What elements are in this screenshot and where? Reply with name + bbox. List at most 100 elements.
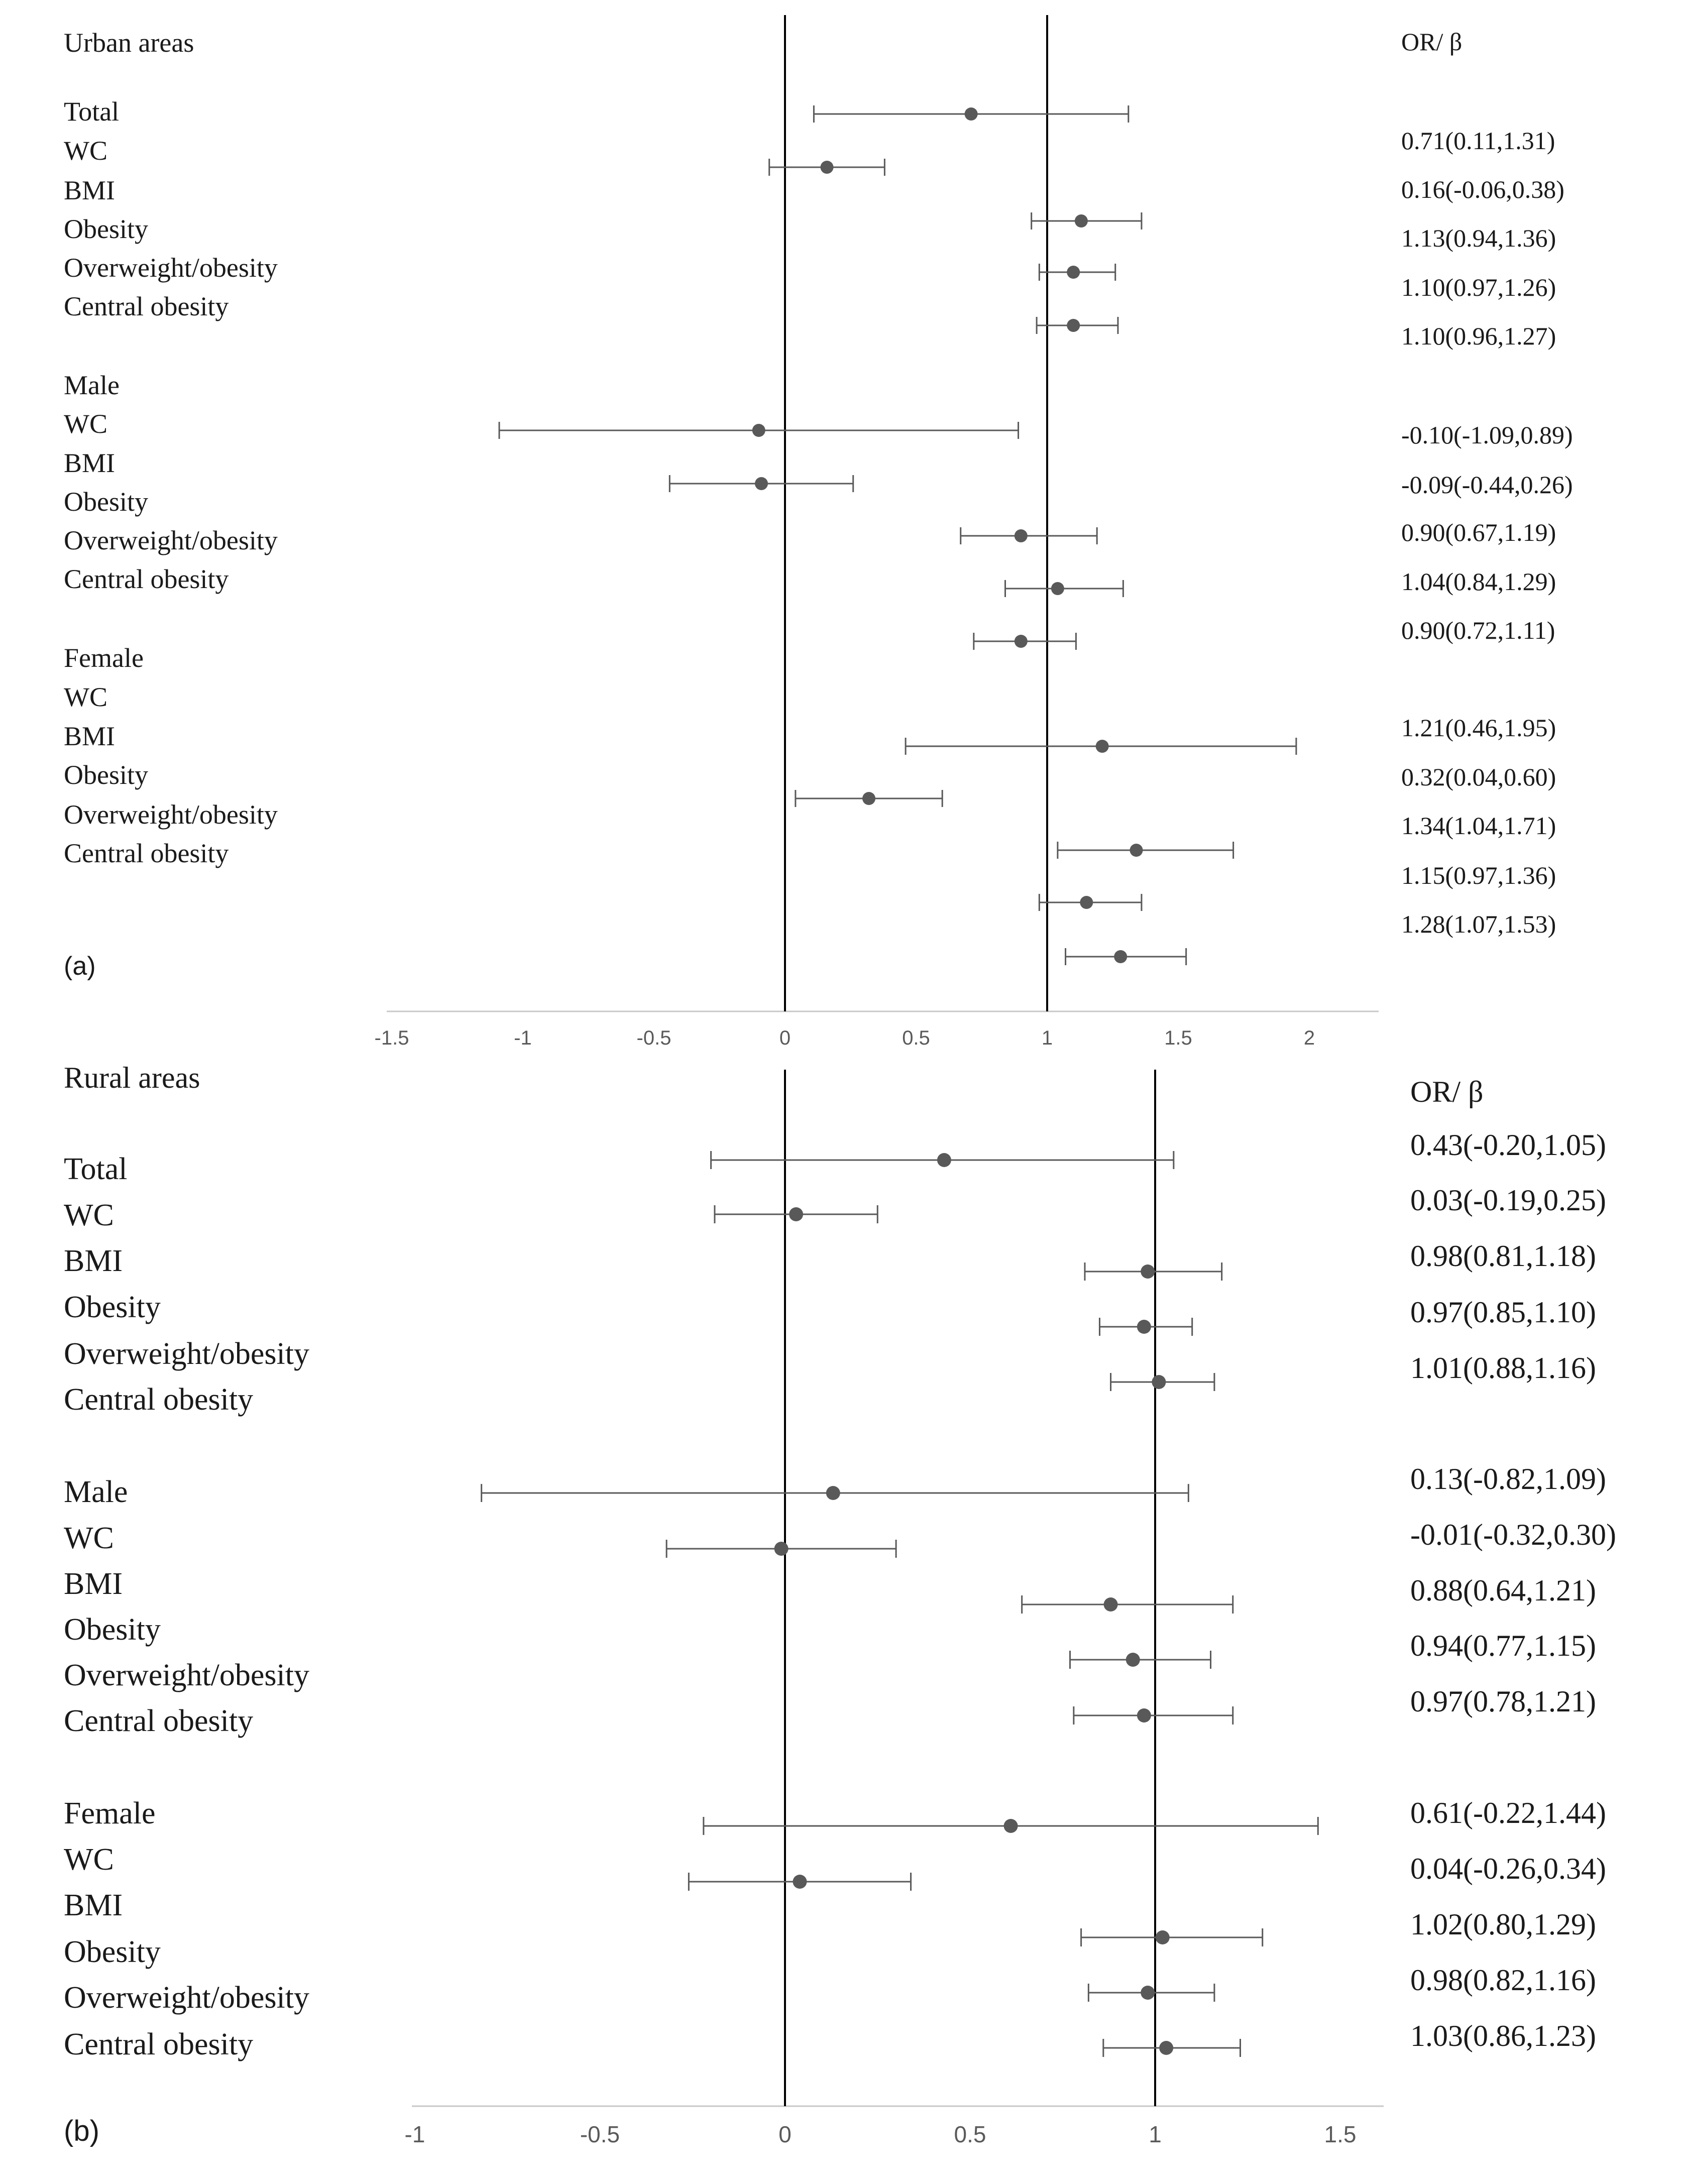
row-label: Male [64,370,120,400]
value-label: 0.97(0.85,1.10) [1410,1296,1596,1329]
estimate-point [1155,1930,1170,1944]
row-label: Overweight/obesity [64,1337,309,1371]
estimate-point [820,161,834,174]
row-label: Central obesity [64,838,229,868]
row-label: Obesity [64,1613,161,1647]
estimate-point [755,477,768,490]
x-tick-label: 1 [1042,1027,1053,1049]
row-label: WC [64,1843,114,1877]
row-label: Overweight/obesity [64,525,278,555]
value-label: 1.21(0.46,1.95) [1401,714,1556,742]
row-label: BMI [64,1567,123,1601]
x-tick-label: 1.5 [1164,1027,1192,1049]
value-label: 1.01(0.88,1.16) [1410,1351,1596,1385]
value-label: 1.10(0.97,1.26) [1401,273,1556,301]
urban-forest-panel: Urban areas OR/ β Total WC BMI Obesity Overwei… [64,15,1573,1049]
estimate-point [1137,1320,1151,1334]
estimate-point [1114,950,1128,963]
panel-label: (b) [64,2115,99,2147]
row-label: Overweight/obesity [64,1981,309,2015]
estimate-point [862,792,876,805]
value-label: 0.04(-0.26,0.34) [1410,1852,1606,1885]
rural-forest-panel: Rural areas OR/ β Total WC BMI Obesity Overwei… [64,1061,1616,2147]
estimate-point [1141,1986,1155,2000]
value-label: 0.16(-0.06,0.38) [1401,175,1564,203]
estimate-point [793,1875,807,1889]
estimate-point [1137,1708,1151,1722]
row-label: Overweight/obesity [64,1658,309,1692]
estimate-point [826,1486,840,1500]
row-label: BMI [64,721,115,751]
row-label: WC [64,1198,114,1232]
x-tick-label: -0.5 [580,2121,620,2147]
estimate-point [1014,529,1028,542]
row-label: BMI [64,1244,123,1278]
value-label: 1.34(1.04,1.71) [1401,812,1556,840]
value-label: 1.02(0.80,1.29) [1410,1908,1596,1941]
estimate-point [1003,1819,1018,1833]
value-label: -0.01(-0.32,0.30) [1410,1518,1616,1551]
estimate-point [789,1207,804,1221]
row-label: Obesity [64,1290,161,1324]
estimate-point [752,424,765,437]
value-label: 1.15(0.97,1.36) [1401,861,1556,889]
estimate-point [1014,635,1028,648]
value-label: 0.94(0.77,1.15) [1410,1629,1596,1662]
row-label: Total [64,96,119,127]
x-tick-label: 0 [778,2121,792,2147]
row-label: Central obesity [64,291,229,321]
value-label: 0.13(-0.82,1.09) [1410,1462,1606,1496]
row-label: Obesity [64,760,148,790]
panel-label: (a) [64,952,96,981]
x-tick-label: 1 [1149,2121,1162,2147]
value-label: 0.32(0.04,0.60) [1401,763,1556,791]
row-label: WC [64,682,107,712]
value-label: 0.61(-0.22,1.44) [1410,1796,1606,1829]
estimate-point [1051,582,1064,595]
row-label: Overweight/obesity [64,253,278,283]
row-label: Obesity [64,1935,161,1969]
value-label: 0.71(0.11,1.31) [1401,127,1555,155]
row-label: BMI [64,1888,123,1922]
row-label: WC [64,1521,114,1555]
column-header: OR/ β [1401,28,1462,56]
estimate-point [1067,319,1080,332]
estimate-point [1130,844,1143,857]
value-label: 1.13(0.94,1.36) [1401,224,1556,252]
x-tick-label: 2 [1304,1027,1315,1049]
estimate-point [964,107,978,121]
row-label: BMI [64,175,115,205]
value-label: 1.28(1.07,1.53) [1401,910,1556,938]
value-label: 1.03(0.86,1.23) [1410,2019,1596,2052]
estimate-point [1067,266,1080,279]
row-label: Central obesity [64,564,229,594]
row-label: WC [64,136,107,166]
x-tick-label: -1 [514,1027,532,1049]
value-label: 0.98(0.82,1.16) [1410,1964,1596,1997]
row-label: Male [64,1475,128,1509]
row-label: Overweight/obesity [64,799,278,830]
row-label: Female [64,643,144,673]
value-label: -0.10(-1.09,0.89) [1401,421,1573,449]
x-tick-label: -0.5 [637,1027,671,1049]
estimate-point [774,1542,789,1556]
value-label: 1.04(0.84,1.29) [1401,567,1556,596]
estimate-point [937,1153,951,1167]
row-label: Central obesity [64,2027,253,2061]
row-label: WC [64,409,107,439]
row-label: Obesity [64,487,148,517]
row-label: Central obesity [64,1704,253,1738]
estimate-point [1141,1265,1155,1279]
estimate-point [1074,214,1088,227]
row-label: BMI [64,448,115,478]
x-tick-label: 0.5 [954,2121,986,2147]
x-tick-label: 0.5 [902,1027,930,1049]
x-tick-label: -1 [405,2121,425,2147]
value-label: 1.10(0.96,1.27) [1401,322,1556,350]
estimate-point [1159,2041,1174,2055]
row-label: Female [64,1796,156,1830]
value-label: 0.03(-0.19,0.25) [1410,1184,1606,1217]
x-tick-label: 0 [779,1027,791,1049]
panel-title: Rural areas [64,1061,200,1094]
